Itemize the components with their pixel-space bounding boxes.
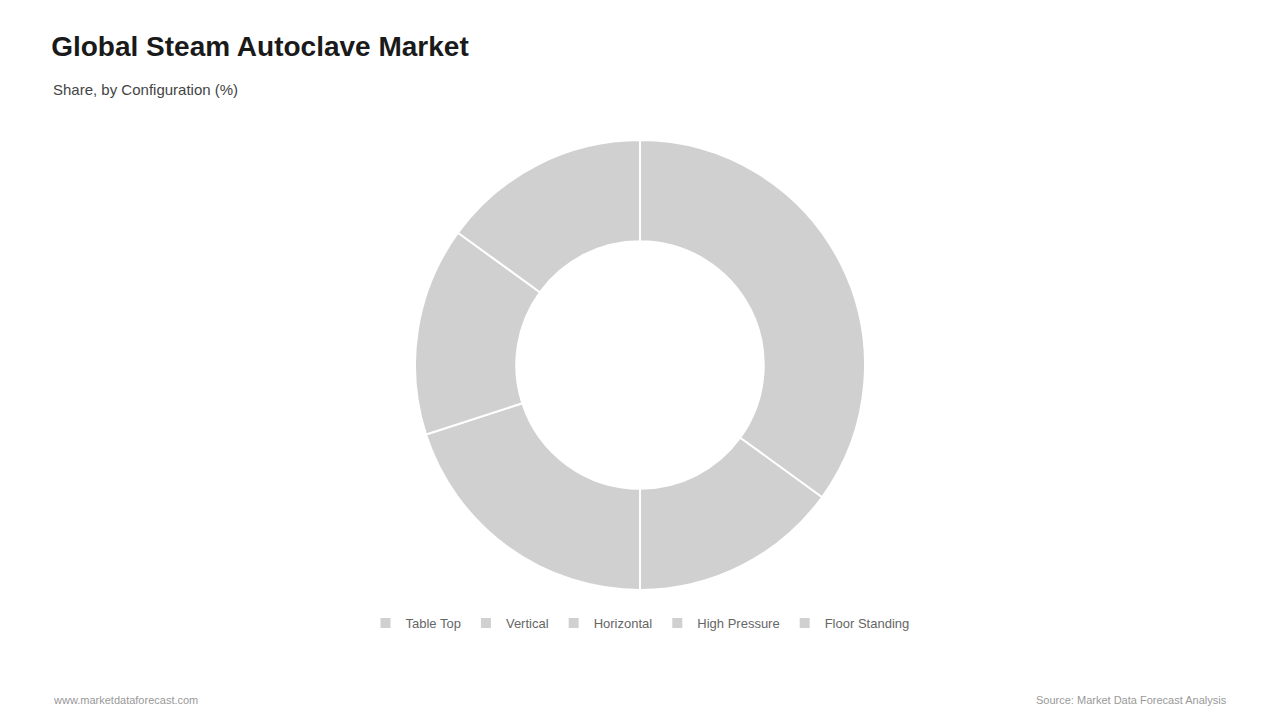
svg-text:Floor Standing: Floor Standing	[825, 616, 910, 631]
svg-text:Table Top: Table Top	[406, 616, 461, 631]
svg-text:Horizontal: Horizontal	[594, 616, 653, 631]
svg-text:Source: Market Data Forecast A: Source: Market Data Forecast Analysis	[1036, 694, 1227, 706]
svg-text:www.marketdataforecast.com: www.marketdataforecast.com	[53, 694, 198, 706]
svg-text:Share, by Configuration (%): Share, by Configuration (%)	[53, 81, 238, 98]
svg-text:Vertical: Vertical	[506, 616, 549, 631]
svg-text:Global Steam Autoclave Market: Global Steam Autoclave Market	[51, 31, 469, 62]
svg-text:High Pressure: High Pressure	[697, 616, 779, 631]
